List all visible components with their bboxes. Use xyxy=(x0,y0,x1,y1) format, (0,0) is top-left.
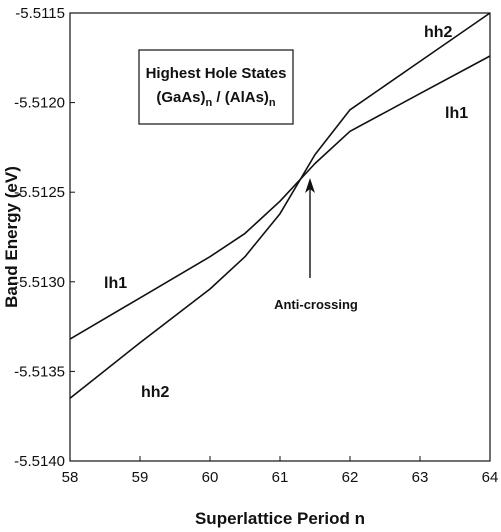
series-line-lh1 xyxy=(69,55,491,340)
x-axis-title: Superlattice Period n xyxy=(195,509,365,528)
x-tick-label: 63 xyxy=(412,469,429,486)
x-tick-label: 60 xyxy=(202,469,219,486)
title-sub-n-2: n xyxy=(269,97,276,109)
series-line-hh2 xyxy=(69,12,491,399)
y-axis-title: Band Energy (eV) xyxy=(2,166,21,308)
anticrossing-label: Anti-crossing xyxy=(274,297,358,312)
anticrossing-arrow-head xyxy=(305,178,315,193)
title-part-alas: / (AlAs) xyxy=(212,89,269,106)
x-tick-label: 61 xyxy=(272,469,289,486)
title-part-gaas: (GaAs) xyxy=(156,89,205,106)
x-tick-label: 62 xyxy=(342,469,359,486)
title-line-1: Highest Hole States xyxy=(146,65,287,82)
series-layer xyxy=(69,12,491,399)
title-line-2: (GaAs)n / (AlAs)n xyxy=(156,89,276,109)
title-sub-n-1: n xyxy=(206,97,213,109)
y-tick-label: -5.5140 xyxy=(14,453,65,470)
label-hh2-bottom: hh2 xyxy=(141,384,170,401)
label-lh1-right: lh1 xyxy=(445,105,468,122)
y-tick-label: -5.5130 xyxy=(14,274,65,291)
label-lh1-left: lh1 xyxy=(104,275,127,292)
y-tick-label: -5.5115 xyxy=(15,5,65,22)
y-axis-ticks: -5.5115 -5.5120 -5.5125 -5.5130 -5.5135 -5.51… xyxy=(14,5,75,470)
x-tick-label: 64 xyxy=(482,469,499,486)
legend-box xyxy=(138,49,294,125)
y-tick-label: -5.5125 xyxy=(14,184,65,201)
y-tick-label: -5.5120 xyxy=(14,95,65,112)
label-hh2-top: hh2 xyxy=(424,24,453,41)
x-axis-ticks: 58 59 60 61 62 63 64 xyxy=(62,456,499,486)
x-tick-label: 58 xyxy=(62,469,79,486)
y-tick-label: -5.5135 xyxy=(14,363,65,380)
x-tick-label: 59 xyxy=(132,469,149,486)
